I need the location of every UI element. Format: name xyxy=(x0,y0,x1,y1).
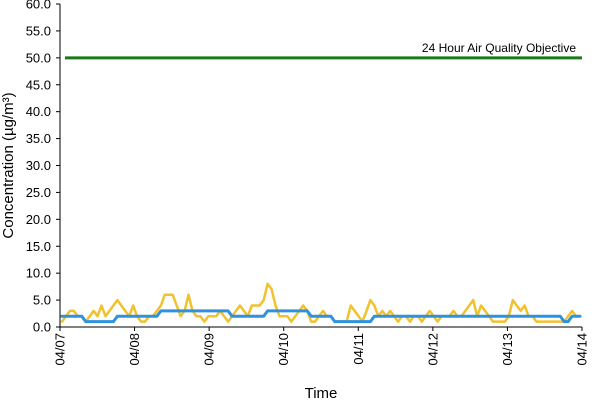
x-tick-labels: 04/07 04/08 04/09 04/10 04/11 04/12 04/13 04/14 xyxy=(53,333,590,366)
y-tick-label: 60.0 xyxy=(26,0,51,12)
x-tick-label: 04/13 xyxy=(500,333,515,366)
y-tick-label: 0.0 xyxy=(33,320,51,335)
y-tick-label: 15.0 xyxy=(26,239,51,254)
series-layer xyxy=(60,282,582,324)
y-tick-label: 35.0 xyxy=(26,131,51,146)
y-tick-label: 45.0 xyxy=(26,77,51,92)
x-tick-label: 04/07 xyxy=(53,333,68,366)
y-tick-label: 30.0 xyxy=(26,158,51,173)
x-tick-label: 04/14 xyxy=(575,333,590,366)
x-tick-label: 04/10 xyxy=(276,333,291,366)
y-tick-label: 20.0 xyxy=(26,212,51,227)
y-tick-label: 25.0 xyxy=(26,185,51,200)
y-tick-labels: 0.0 5.0 10.0 15.0 20.0 25.0 30.0 35.0 40.0 45.0 50… xyxy=(26,0,51,335)
x-tick-label: 04/11 xyxy=(351,333,366,365)
x-tick-label: 04/12 xyxy=(425,333,440,366)
x-axis-title: Time xyxy=(305,385,338,400)
y-tick-label: 5.0 xyxy=(33,293,51,308)
y-tick-label: 50.0 xyxy=(26,50,51,65)
series-line-2 xyxy=(60,309,582,324)
reference-line-label: 24 Hour Air Quality Objective xyxy=(422,41,576,55)
y-axis-title: Concentration (µg/m³) xyxy=(0,92,17,238)
axes xyxy=(56,3,583,331)
y-tick-label: 40.0 xyxy=(26,104,51,119)
x-tick-label: 04/08 xyxy=(127,333,142,366)
x-tick-label: 04/09 xyxy=(202,333,217,366)
y-tick-label: 55.0 xyxy=(26,23,51,38)
y-tick-label: 10.0 xyxy=(26,266,51,281)
